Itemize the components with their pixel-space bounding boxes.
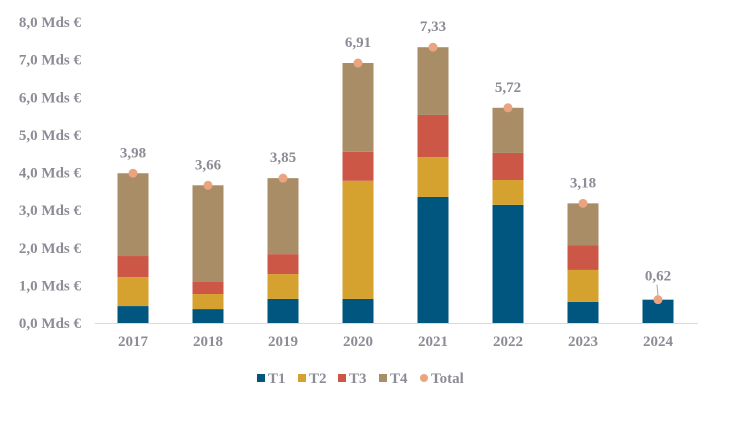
total-marker-2023	[578, 198, 588, 208]
total-label-leader-line	[656, 284, 659, 296]
bar-segment-t1-2022	[492, 204, 524, 323]
bar-segment-t1-2017	[117, 306, 149, 323]
bars	[117, 47, 674, 323]
y-tick-label: 3,0 Mds €	[19, 203, 82, 219]
bar-segment-t2-2023	[567, 269, 599, 302]
total-data-label: 7,33	[420, 19, 446, 35]
x-tick-label: 2022	[493, 334, 523, 350]
total-marker-2024	[653, 295, 663, 305]
bar-segment-t1-2023	[567, 301, 599, 323]
x-axis: 2017 2018 2019 2020 2021 2022 2023 2024	[118, 334, 674, 350]
bar-segment-t1-2018	[192, 309, 224, 323]
y-tick-label: 8,0 Mds €	[19, 15, 82, 31]
legend-swatch	[298, 374, 306, 382]
legend-label: T1	[268, 371, 286, 387]
bar-segment-t1-2019	[267, 298, 299, 323]
bar-segment-t2-2020	[342, 180, 374, 299]
legend-swatch	[257, 374, 265, 382]
total-markers: 3,98 3,66 3,85 6,91 7,33 5,72 3,18 0,62	[120, 19, 671, 305]
legend-label: T4	[390, 371, 408, 387]
bar-segment-t1-2024	[642, 299, 674, 323]
bar-segment-t3-2020	[342, 151, 374, 181]
total-data-label: 3,66	[195, 157, 222, 173]
legend-swatch	[338, 374, 346, 382]
bar-segment-t3-2021	[417, 114, 449, 158]
y-axis: 0,0 Mds € 1,0 Mds € 2,0 Mds € 3,0 Mds € 4,0 …	[19, 15, 82, 332]
x-tick-label: 2017	[118, 334, 149, 350]
total-data-label: 5,72	[495, 80, 521, 96]
total-marker-2021	[428, 42, 438, 52]
bar-segment-t2-2018	[192, 294, 224, 310]
bar-segment-t2-2021	[417, 157, 449, 197]
legend-swatch	[420, 374, 428, 382]
bar-segment-t3-2019	[267, 254, 299, 275]
x-tick-label: 2023	[568, 334, 598, 350]
x-tick-label: 2019	[268, 334, 298, 350]
y-tick-label: 5,0 Mds €	[19, 128, 82, 144]
bar-segment-t4-2018	[192, 185, 224, 282]
total-marker-2022	[503, 103, 513, 113]
legend-label: Total	[431, 371, 464, 387]
bar-segment-t4-2021	[417, 47, 449, 115]
total-data-label: 3,85	[270, 150, 296, 166]
bar-segment-t3-2017	[117, 256, 149, 278]
bar-segment-t4-2019	[267, 178, 299, 255]
bar-segment-t2-2017	[117, 277, 149, 307]
y-tick-label: 1,0 Mds €	[19, 278, 82, 294]
x-tick-label: 2024	[643, 334, 674, 350]
bar-segment-t2-2019	[267, 274, 299, 299]
bar-segment-t4-2023	[567, 203, 599, 246]
bar-segment-t4-2022	[492, 107, 524, 153]
bar-segment-t4-2017	[117, 173, 149, 257]
y-tick-label: 7,0 Mds €	[19, 53, 82, 69]
y-tick-label: 2,0 Mds €	[19, 241, 82, 257]
total-data-label: 0,62	[645, 269, 671, 285]
y-tick-label: 4,0 Mds €	[19, 166, 82, 182]
bar-segment-t1-2021	[417, 196, 449, 323]
total-marker-2017	[128, 168, 138, 178]
total-data-label: 6,91	[345, 35, 371, 51]
bar-segment-t1-2020	[342, 298, 374, 323]
legend-item-t2: T2	[298, 371, 327, 387]
legend-label: T3	[349, 371, 367, 387]
y-tick-label: 6,0 Mds €	[19, 90, 82, 106]
legend-item-total: Total	[420, 371, 464, 387]
bar-segment-t4-2020	[342, 63, 374, 152]
legend: T1 T2 T3 T4 Total	[257, 371, 464, 387]
bar-segment-t2-2022	[492, 180, 524, 205]
total-marker-2018	[203, 180, 213, 190]
legend-item-t3: T3	[338, 371, 367, 387]
total-data-label: 3,98	[120, 145, 146, 161]
bar-segment-t3-2022	[492, 152, 524, 181]
y-tick-label: 0,0 Mds €	[19, 316, 82, 332]
x-tick-label: 2018	[193, 334, 223, 350]
legend-label: T2	[309, 371, 327, 387]
total-marker-2019	[278, 173, 288, 183]
total-data-label: 3,18	[570, 175, 596, 191]
bar-segment-t3-2023	[567, 245, 599, 270]
bar-segment-t3-2018	[192, 281, 224, 295]
legend-item-t4: T4	[379, 371, 408, 387]
legend-swatch	[379, 374, 387, 382]
total-marker-2020	[353, 58, 363, 68]
x-tick-label: 2021	[418, 334, 448, 350]
x-tick-label: 2020	[343, 334, 373, 350]
legend-item-t1: T1	[257, 371, 286, 387]
